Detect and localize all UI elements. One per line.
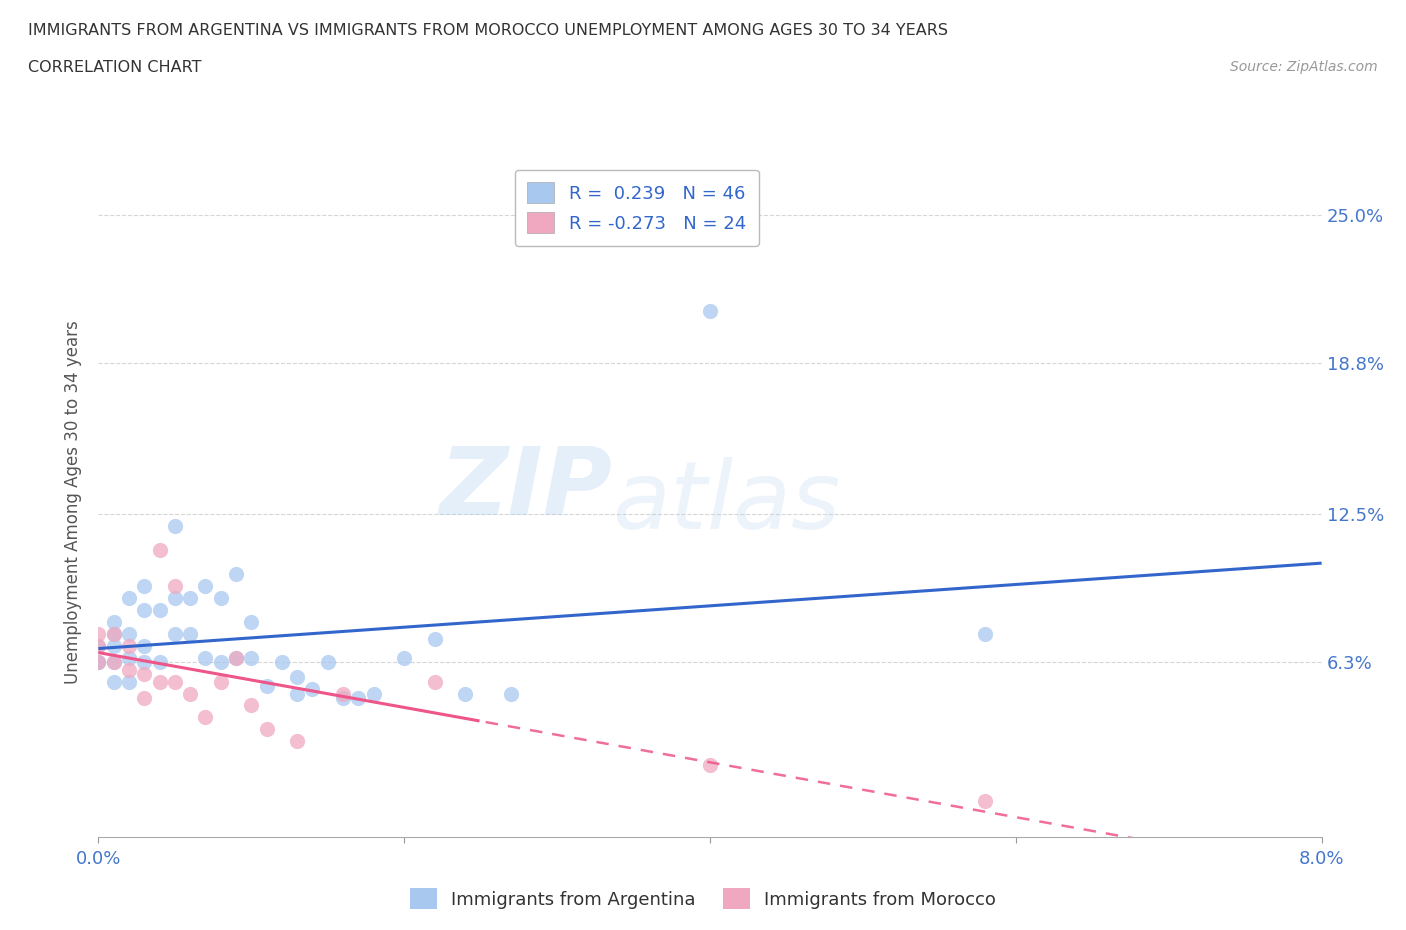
Point [194,710,217,724]
Point [163,674,186,689]
Point [118,591,141,605]
Point [134,667,156,682]
Point [103,626,125,641]
Text: ZIP: ZIP [439,443,612,535]
Point [103,674,125,689]
Point [225,650,247,665]
Point [209,655,232,670]
Point [163,591,186,605]
Point [209,591,232,605]
Point [118,638,141,653]
Point [118,626,141,641]
Point [103,615,125,630]
Point [179,686,201,701]
Point [240,615,263,630]
Point [194,650,217,665]
Point [392,650,416,665]
Point [87,655,110,670]
Text: CORRELATION CHART: CORRELATION CHART [28,60,201,75]
Text: Source: ZipAtlas.com: Source: ZipAtlas.com [1230,60,1378,74]
Point [285,686,308,701]
Point [347,691,370,706]
Point [179,591,201,605]
Point [423,631,446,646]
Point [332,691,354,706]
Point [134,638,156,653]
Point [163,519,186,534]
Point [316,655,339,670]
Point [240,698,263,713]
Point [87,638,110,653]
Point [974,793,997,808]
Point [301,682,323,697]
Point [103,638,125,653]
Point [134,603,156,618]
Point [240,650,263,665]
Y-axis label: Unemployment Among Ages 30 to 34 years: Unemployment Among Ages 30 to 34 years [65,320,83,684]
Point [501,686,523,701]
Text: IMMIGRANTS FROM ARGENTINA VS IMMIGRANTS FROM MOROCCO UNEMPLOYMENT AMONG AGES 30 : IMMIGRANTS FROM ARGENTINA VS IMMIGRANTS … [28,23,948,38]
Point [363,686,385,701]
Legend: R =  0.239   N = 46, R = -0.273   N = 24: R = 0.239 N = 46, R = -0.273 N = 24 [515,170,759,246]
Point [149,603,172,618]
Point [87,638,110,653]
Legend: Immigrants from Argentina, Immigrants from Morocco: Immigrants from Argentina, Immigrants fr… [402,881,1004,916]
Point [270,655,294,670]
Point [256,679,278,694]
Point [149,674,172,689]
Point [209,674,232,689]
Point [256,722,278,737]
Point [103,655,125,670]
Point [163,578,186,593]
Point [149,655,172,670]
Point [699,758,721,773]
Point [163,626,186,641]
Point [134,655,156,670]
Point [118,662,141,677]
Point [194,578,217,593]
Point [118,674,141,689]
Point [134,578,156,593]
Point [285,734,308,749]
Point [134,691,156,706]
Point [87,626,110,641]
Point [87,655,110,670]
Point [699,303,721,318]
Point [974,626,997,641]
Point [149,542,172,557]
Point [285,670,308,684]
Text: atlas: atlas [612,457,841,548]
Point [87,655,110,670]
Point [332,686,354,701]
Point [118,650,141,665]
Point [423,674,446,689]
Point [225,566,247,581]
Point [225,650,247,665]
Point [179,626,201,641]
Point [103,655,125,670]
Point [454,686,477,701]
Point [103,626,125,641]
